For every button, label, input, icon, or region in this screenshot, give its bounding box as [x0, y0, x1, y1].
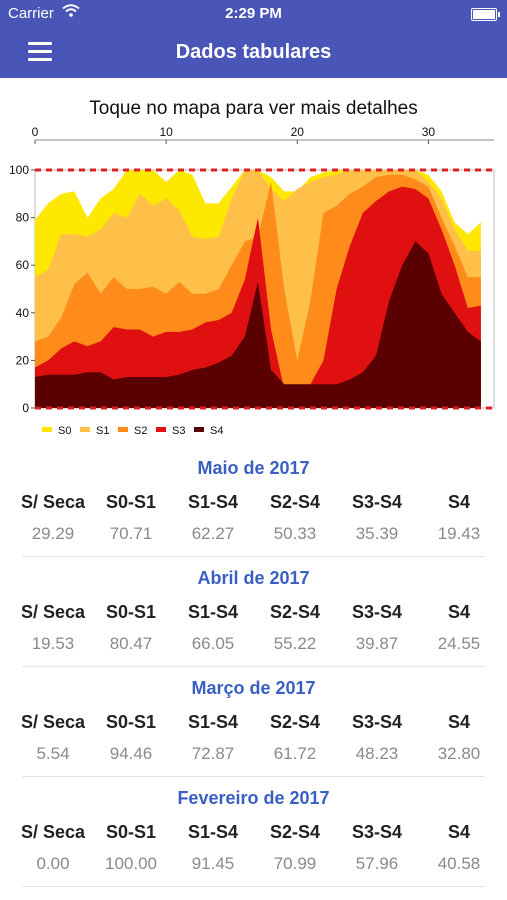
column-header: S1-S4: [187, 712, 239, 732]
column-value: 32.80: [437, 744, 481, 763]
divider: [22, 556, 485, 557]
column-header: S2-S4: [269, 712, 321, 732]
column-header: S/ Seca: [20, 822, 86, 842]
column-header: S4: [447, 492, 471, 512]
x-tick-label: 20: [291, 125, 305, 139]
divider: [22, 776, 485, 777]
y-tick-label: 60: [16, 258, 30, 272]
y-tick-label: 20: [16, 353, 30, 367]
column-header: S2-S4: [269, 602, 321, 622]
column-value: 19.43: [437, 524, 481, 543]
column-header: S0-S1: [105, 712, 157, 732]
y-tick-label: 0: [22, 401, 29, 415]
column-value: 5.54: [36, 744, 70, 763]
legend-swatch-S3: [156, 427, 166, 432]
column-header: S4: [447, 712, 471, 732]
column-value: 48.23: [355, 744, 399, 763]
column-value: 91.45: [191, 854, 235, 873]
month-title: Maio de 2017: [197, 458, 310, 478]
divider: [22, 886, 485, 887]
month-title: Março de 2017: [191, 678, 316, 698]
x-tick-label: 30: [422, 125, 436, 139]
column-header: S0-S1: [105, 602, 157, 622]
column-header: S1-S4: [187, 492, 239, 512]
column-value: 35.39: [355, 524, 399, 543]
column-header: S3-S4: [351, 492, 403, 512]
legend-label-S3: S3: [172, 425, 185, 437]
month-title: Fevereiro de 2017: [177, 788, 330, 808]
legend-swatch-S2: [118, 427, 128, 432]
column-header: S2-S4: [269, 492, 321, 512]
column-header: S4: [447, 602, 471, 622]
x-tick-label: 0: [32, 125, 39, 139]
column-header: S4: [447, 822, 471, 842]
chart-title: Toque no mapa para ver mais detalhes: [89, 98, 418, 119]
column-header: S2-S4: [269, 822, 321, 842]
page-title: Dados tabulares: [175, 41, 332, 63]
column-value: 0.00: [36, 854, 70, 873]
column-header: S/ Seca: [20, 492, 86, 512]
month-section: Março de 2017 S/ Seca 5.54 S0-S1 94.46 S1-S4 7…: [0, 678, 507, 788]
legend-label-S2: S2: [134, 425, 147, 437]
column-value: 72.87: [191, 744, 235, 763]
column-header: S/ Seca: [20, 602, 86, 622]
column-header: S3-S4: [351, 712, 403, 732]
carrier-label: Carrier: [8, 5, 54, 22]
column-header: S3-S4: [351, 602, 403, 622]
month-section: Maio de 2017 S/ Seca 29.29 S0-S1 70.71 S1-S4 6…: [0, 458, 507, 568]
column-value: 29.29: [31, 524, 75, 543]
status-bar: Carrier 2:29 PM: [0, 0, 507, 28]
column-value: 40.58: [437, 854, 481, 873]
y-tick-label: 100: [9, 163, 29, 177]
nav-bar: Dados tabulares: [0, 28, 507, 78]
column-header: S1-S4: [187, 602, 239, 622]
column-header: S3-S4: [351, 822, 403, 842]
clock: 2:29 PM: [225, 5, 282, 22]
column-value: 70.71: [109, 524, 153, 543]
column-header: S0-S1: [105, 822, 157, 842]
column-header: S1-S4: [187, 822, 239, 842]
column-value: 70.99: [273, 854, 317, 873]
month-title: Abril de 2017: [197, 568, 310, 588]
y-tick-label: 80: [16, 211, 30, 225]
drought-area-chart[interactable]: 0 20 40 60 80 100 0 10 20 30 S0 S1 S2 S3 S4: [0, 124, 507, 444]
legend-swatch-S4: [194, 427, 204, 432]
column-value: 39.87: [355, 634, 399, 653]
hamburger-menu-icon[interactable]: [28, 42, 52, 62]
legend-label-S0: S0: [58, 425, 71, 437]
y-tick-label: 40: [16, 306, 30, 320]
column-value: 80.47: [109, 634, 153, 653]
column-value: 19.53: [31, 634, 75, 653]
month-section: Abril de 2017 S/ Seca 19.53 S0-S1 80.47 S1-S4…: [0, 568, 507, 678]
legend-label-S1: S1: [96, 425, 109, 437]
column-value: 61.72: [273, 744, 317, 763]
column-value: 100.00: [105, 854, 157, 873]
column-header: S0-S1: [105, 492, 157, 512]
legend-swatch-S0: [42, 427, 52, 432]
column-value: 62.27: [191, 524, 235, 543]
legend-label-S4: S4: [210, 425, 223, 437]
legend-swatch-S1: [80, 427, 90, 432]
divider: [22, 666, 485, 667]
column-value: 50.33: [273, 524, 317, 543]
column-value: 24.55: [437, 634, 481, 653]
column-header: S/ Seca: [20, 712, 86, 732]
column-value: 94.46: [109, 744, 153, 763]
month-section: Fevereiro de 2017 S/ Seca 0.00 S0-S1 100.00 S…: [0, 788, 507, 898]
x-tick-label: 10: [159, 125, 173, 139]
column-value: 55.22: [273, 634, 317, 653]
series-area-S4: [35, 241, 481, 408]
column-value: 57.96: [355, 854, 399, 873]
column-value: 66.05: [191, 634, 235, 653]
battery-icon: [471, 8, 500, 21]
wifi-icon: [62, 4, 80, 17]
